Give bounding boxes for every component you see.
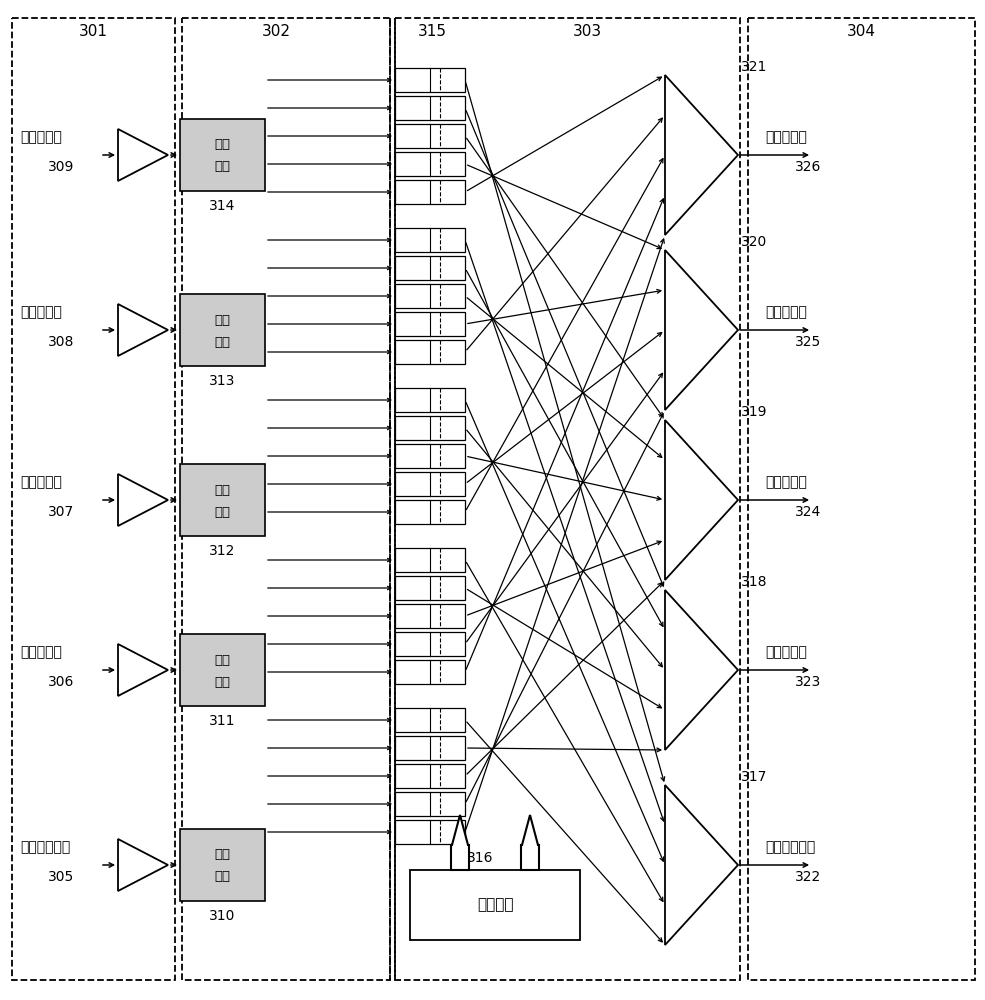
Text: 318: 318	[741, 575, 767, 589]
Bar	[395, 500, 465, 524]
Text: 311: 311	[209, 714, 235, 728]
Bar	[180, 829, 265, 901]
Text: 逻辑: 逻辑	[214, 676, 230, 688]
Polygon shape	[521, 815, 539, 870]
Bar	[180, 294, 265, 366]
Bar	[12, 18, 175, 980]
Bar	[395, 18, 740, 980]
Bar	[395, 388, 465, 412]
Text: 313: 313	[209, 374, 235, 388]
Bar	[395, 820, 465, 844]
Text: 301: 301	[79, 24, 108, 39]
Bar	[395, 576, 465, 600]
Text: 拆组: 拆组	[214, 654, 230, 666]
Bar	[395, 764, 465, 788]
Text: 拆组: 拆组	[214, 848, 230, 861]
Text: 322: 322	[795, 870, 821, 884]
Text: 拆组: 拆组	[214, 138, 230, 151]
Text: 315: 315	[418, 24, 446, 39]
Text: 302: 302	[261, 24, 291, 39]
Text: 303: 303	[573, 24, 602, 39]
Text: 输出端口东: 输出端口东	[765, 475, 807, 489]
Bar	[395, 228, 465, 252]
Bar	[395, 180, 465, 204]
Bar	[395, 472, 465, 496]
Text: 312: 312	[209, 544, 235, 558]
Text: 逻辑: 逻辑	[214, 506, 230, 518]
Text: 输入端口东: 输入端口东	[20, 475, 62, 489]
Text: 317: 317	[741, 770, 767, 784]
Bar	[395, 284, 465, 308]
Text: 逻辑: 逻辑	[214, 160, 230, 174]
Text: 仲裁控制: 仲裁控制	[477, 898, 513, 912]
Text: 321: 321	[741, 60, 767, 74]
Text: 逻辑: 逻辑	[214, 336, 230, 349]
Bar	[410, 870, 580, 940]
Bar	[395, 312, 465, 336]
Bar	[395, 96, 465, 120]
Bar	[395, 736, 465, 760]
Bar	[180, 464, 265, 536]
Text: 308: 308	[48, 335, 75, 349]
Bar	[395, 548, 465, 572]
Text: 323: 323	[795, 675, 821, 689]
Bar	[395, 792, 465, 816]
Text: 309: 309	[48, 160, 75, 174]
Text: 逻辑: 逻辑	[214, 870, 230, 884]
Bar	[395, 604, 465, 628]
Text: 325: 325	[795, 335, 821, 349]
Text: 320: 320	[741, 235, 767, 249]
Text: 输入端口西: 输入端口西	[20, 130, 62, 144]
Text: 输出端口北: 输出端口北	[765, 645, 807, 659]
Bar	[395, 660, 465, 684]
Text: 306: 306	[48, 675, 75, 689]
Bar	[182, 18, 390, 980]
Text: 310: 310	[209, 909, 235, 923]
Text: 319: 319	[741, 405, 767, 419]
Text: 307: 307	[48, 505, 74, 519]
Bar	[395, 124, 465, 148]
Text: 314: 314	[209, 199, 235, 213]
Text: 305: 305	[48, 870, 74, 884]
Text: 拆组: 拆组	[214, 484, 230, 496]
Bar	[748, 18, 975, 980]
Bar	[180, 634, 265, 706]
Text: 316: 316	[467, 851, 493, 865]
Bar	[395, 708, 465, 732]
Bar	[180, 119, 265, 191]
Text: 输入端口本地: 输入端口本地	[20, 840, 70, 854]
Bar	[395, 444, 465, 468]
Bar	[395, 416, 465, 440]
Text: 324: 324	[795, 505, 821, 519]
Bar	[395, 256, 465, 280]
Text: 输出端口南: 输出端口南	[765, 305, 807, 319]
Text: 输入端口南: 输入端口南	[20, 305, 62, 319]
Bar	[395, 68, 465, 92]
Text: 304: 304	[847, 24, 876, 39]
Text: 拆组: 拆组	[214, 314, 230, 326]
Bar	[395, 632, 465, 656]
Text: 输入端口北: 输入端口北	[20, 645, 62, 659]
Bar	[395, 340, 465, 364]
Polygon shape	[451, 815, 469, 870]
Text: 输出端口西: 输出端口西	[765, 130, 807, 144]
Text: 输出端口本地: 输出端口本地	[765, 840, 816, 854]
Text: 326: 326	[795, 160, 821, 174]
Bar	[395, 152, 465, 176]
